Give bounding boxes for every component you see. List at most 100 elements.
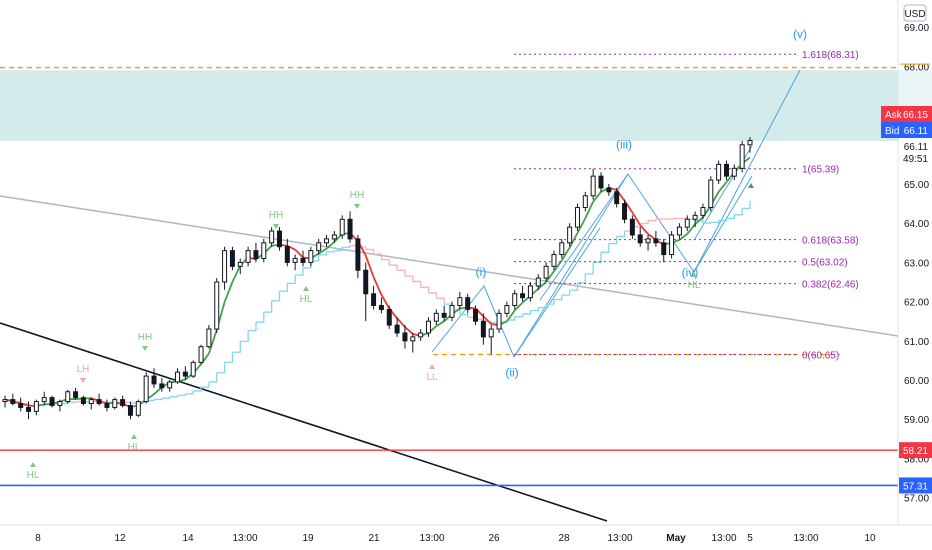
pivot-label: HH (138, 332, 152, 343)
candle-body (520, 293, 526, 299)
slow-ma-segment (663, 218, 673, 220)
slow-ma-segment (695, 220, 704, 223)
fast-ma-segment (325, 241, 335, 250)
pivot-marker (142, 346, 148, 351)
x-tick-label: 19 (302, 533, 314, 544)
x-tick-label: 13:00 (419, 533, 444, 544)
fib-level-label: 0.618(63.58) (802, 236, 859, 247)
candle-body (245, 250, 251, 263)
slow-ma-segment (255, 312, 265, 323)
y-tick-label: 62.00 (904, 298, 929, 309)
candle-body (73, 391, 79, 399)
fast-ma-segment (396, 317, 406, 328)
candle-body (676, 226, 682, 236)
pivot-label: HL (688, 280, 701, 291)
channel-line (513, 227, 601, 358)
candle-body (723, 163, 729, 177)
countdown-value: 49:51 (903, 154, 928, 165)
candle-body (237, 261, 243, 267)
candle-body (574, 207, 580, 228)
fast-ma-segment (686, 223, 696, 235)
candle-body (653, 238, 659, 244)
candle-body (449, 305, 455, 318)
fib-level-label: 1.618(68.31) (802, 50, 859, 61)
fast-ma-segment (318, 247, 328, 255)
slow-ma-segment (577, 273, 586, 284)
grey-trendline (0, 195, 899, 337)
fast-ma-segment (576, 217, 587, 234)
red-level-tag-value: 58.21 (903, 446, 928, 457)
candle-body (410, 336, 416, 342)
slow-ma-segment (161, 396, 171, 399)
candle-body (269, 230, 275, 244)
slow-ma-segment (702, 222, 712, 224)
candle-body (308, 250, 314, 263)
candle-body (551, 254, 557, 267)
slow-ma-segment (522, 310, 532, 315)
candle-body (182, 371, 188, 377)
candle-body (480, 320, 486, 338)
candle-body (10, 399, 16, 405)
candle-body (222, 250, 228, 283)
fast-ma-segment (592, 191, 602, 203)
candle-body (363, 269, 369, 295)
candle-body (80, 397, 86, 405)
x-tick-label: 10 (864, 533, 876, 544)
fib-level-label: 0(60.65) (802, 351, 839, 362)
slow-ma-segment (506, 316, 516, 321)
candle-body (331, 234, 337, 240)
candle-body (418, 332, 424, 338)
slow-ma-segment (224, 352, 234, 363)
candle-body (567, 226, 573, 244)
candle-body (167, 381, 173, 389)
slow-ma-segment (608, 236, 618, 245)
slow-ma-segment (640, 220, 649, 225)
time-axis[interactable]: 8 12 14 13:00 19 21 13:00 26 28 13:00 May 13:00 5 13:… (0, 524, 932, 550)
pivot-marker (748, 183, 754, 188)
candle-body (229, 250, 235, 267)
slow-ma-segment (420, 286, 430, 293)
slow-ma-segment (459, 313, 469, 318)
candle-body (716, 163, 722, 181)
candle-body (88, 399, 94, 405)
x-tick-label: 21 (368, 533, 380, 544)
candle-body (669, 234, 675, 256)
candle-body (441, 312, 447, 318)
fib-level-label: 1(65.39) (802, 165, 839, 176)
slow-ma-segment (389, 264, 398, 271)
candle-body (559, 242, 565, 256)
slow-ma-segment (310, 254, 320, 262)
channel-line (539, 173, 629, 301)
candle-body (175, 371, 181, 383)
slow-ma-segment (514, 313, 524, 318)
candle-body (143, 375, 149, 403)
candle-body (731, 167, 737, 177)
wave-projection-line (431, 69, 801, 359)
x-tick-label: 28 (558, 533, 570, 544)
y-tick-label: 58.00 (904, 454, 929, 465)
candle-body (57, 401, 63, 406)
red-level-tag[interactable]: 58.21 (899, 442, 932, 459)
slow-ma-segment (295, 267, 304, 276)
slow-ma-segment (373, 253, 383, 260)
blue-level-tag[interactable]: 57.31 (899, 477, 932, 494)
fib-level-label: 0.5(63.02) (802, 258, 848, 269)
slow-ma-segment (412, 280, 422, 288)
pivot-marker (354, 204, 360, 209)
candle-body (692, 214, 698, 220)
fibonacci-levels: 1.618(68.31) 1(65.39) 0.618(63.58) 0.5(63.0… (514, 50, 859, 362)
candle-body (747, 139, 753, 146)
price-axis[interactable]: USD 69.00 68.00 65.00 64.00 63.00 62.00 61.00 60… (881, 0, 932, 525)
ask-tag[interactable]: Ask 66.15 (881, 106, 932, 122)
fast-ma-segment (372, 276, 383, 296)
bid-tag[interactable]: Bid 66.11 (881, 122, 932, 138)
y-tick-label: 68.00 (904, 62, 929, 73)
x-tick-label: 13:00 (232, 533, 257, 544)
pivot-marker (691, 272, 697, 277)
fast-ma-segment (678, 233, 688, 241)
candle-body (112, 399, 118, 408)
slow-ma-segment (154, 398, 163, 401)
fast-ma-segment (568, 232, 579, 249)
